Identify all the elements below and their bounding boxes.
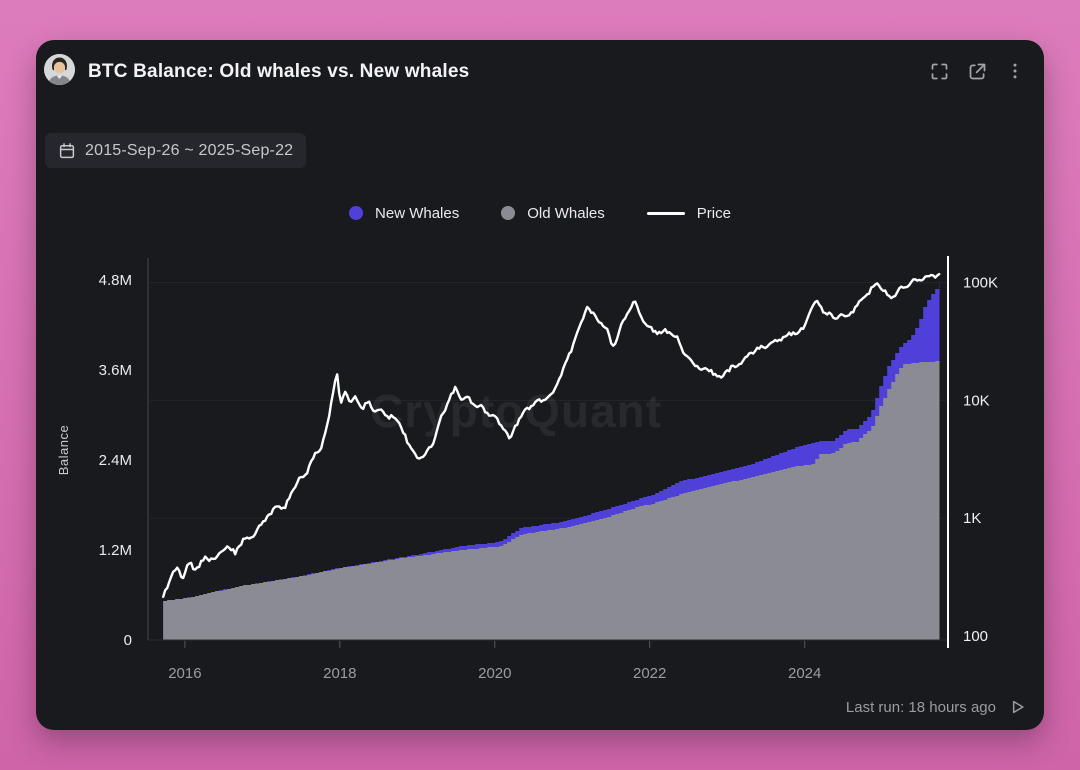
page-title: BTC Balance: Old whales vs. New whales [88,61,470,82]
legend-label: New Whales [375,204,460,222]
price-line [162,272,941,598]
legend-item-price[interactable]: Price [646,204,731,222]
btc-balance-chart[interactable]: 2016 2018 2020 2022 2024 0 1.2M 2.4M 3.6M 4.8M 100… [36,40,1044,730]
x-tick-label: 2016 [168,665,201,682]
y-right-tick-label: 100 [963,628,988,645]
open-in-new-icon[interactable] [964,58,990,84]
y-left-tick-label: 3.6M [99,362,132,379]
y-left-tick-label: 0 [124,632,132,649]
avatar[interactable] [44,54,75,85]
y-axis-title: Balance [56,425,71,475]
y-left-tick-label: 2.4M [99,452,132,469]
legend-item-new-whales[interactable]: New Whales [349,205,459,222]
fullscreen-icon[interactable] [926,58,952,84]
x-tick-label: 2018 [323,665,356,682]
chart-widget-card: BTC Balance: Old whales vs. New whales 2… [36,40,1044,730]
y-right-tick-label: 10K [963,392,990,409]
y-right-tick-label: 1K [963,510,981,527]
price-line-icon [646,211,685,215]
old-whales-area [163,361,940,640]
date-range-picker[interactable]: 2015-Sep-26 ~ 2025-Sep-22 [45,133,307,168]
footer-status: Last run: 18 hours ago [846,694,1028,720]
x-tick-label: 2022 [633,665,666,682]
y-right-tick-label: 100K [963,275,998,292]
header-toolbar [926,58,1028,84]
run-play-icon[interactable] [1006,696,1028,718]
legend-label: Old Whales [527,204,605,222]
date-range-label: 2015-Sep-26 ~ 2025-Sep-22 [85,141,294,159]
y-left-tick-label: 4.8M [99,272,132,289]
y-left-tick-label: 1.2M [99,542,132,559]
legend-item-old-whales[interactable]: Old Whales [501,205,605,222]
x-tick-label: 2020 [478,665,511,682]
new-whales-dot-icon [349,206,364,220]
last-run-label: Last run: 18 hours ago [845,698,996,716]
legend-label: Price [696,204,731,222]
chart-legend: New Whales Old Whales Price [36,198,1044,228]
calendar-icon [59,142,75,158]
old-whales-dot-icon [501,206,516,220]
x-tick-label: 2024 [788,665,821,682]
more-options-icon[interactable] [1002,58,1028,84]
avatar-photo [44,54,75,85]
